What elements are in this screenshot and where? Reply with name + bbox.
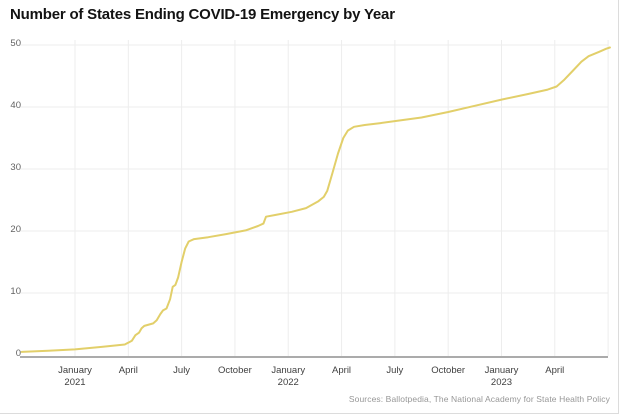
x-axis-year-label: 2023 <box>491 377 512 388</box>
x-axis-tick-label: July <box>386 365 403 376</box>
x-axis-tick-label: October <box>218 365 252 376</box>
data-line <box>20 46 611 353</box>
x-axis-tick-label: January <box>485 365 519 376</box>
x-axis-tick-label: January <box>58 365 92 376</box>
y-axis-tick-label: 20 <box>10 224 21 235</box>
y-axis-tick-label: 50 <box>10 38 21 49</box>
x-axis-tick-label: April <box>545 365 564 376</box>
y-axis-tick-label: 0 <box>16 348 21 359</box>
chart-title: Number of States Ending COVID-19 Emergen… <box>10 6 395 23</box>
source-note: Sources: Ballotpedia, The National Acade… <box>348 394 610 404</box>
y-axis-tick-label: 30 <box>10 162 21 173</box>
x-axis-tick-label: April <box>119 365 138 376</box>
x-axis-tick-label: July <box>173 365 190 376</box>
x-axis-tick-label: October <box>431 365 465 376</box>
x-axis-tick-label: January <box>271 365 305 376</box>
x-axis-year-label: 2022 <box>278 377 299 388</box>
y-axis-tick-label: 40 <box>10 100 21 111</box>
y-axis-tick-label: 10 <box>10 286 21 297</box>
x-axis-year-label: 2021 <box>64 377 85 388</box>
x-axis-tick-label: April <box>332 365 351 376</box>
